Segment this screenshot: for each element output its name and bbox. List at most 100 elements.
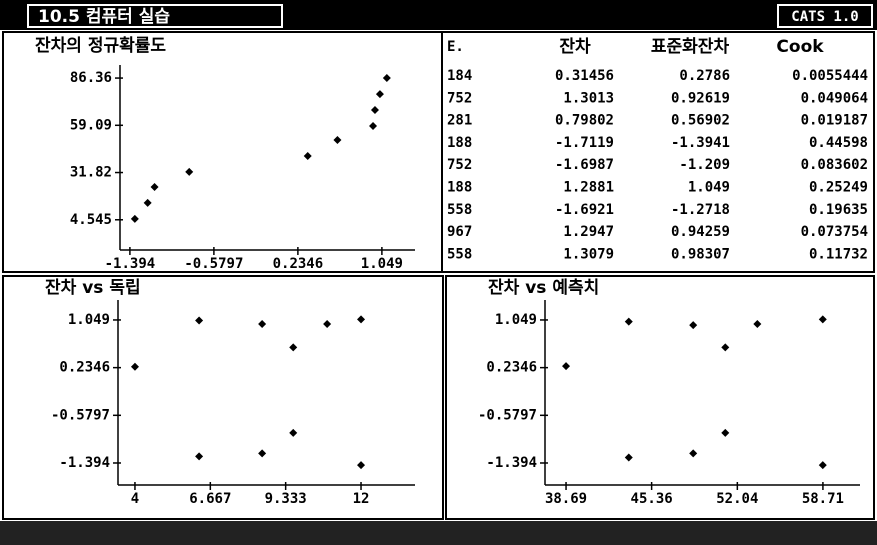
- bottom-left-panel: [2, 275, 444, 520]
- x-tick-label: 45.36: [631, 491, 673, 507]
- point: [195, 452, 204, 461]
- point: [818, 315, 827, 324]
- table-cell: 1.3013: [563, 90, 614, 106]
- table-cell: 0.79802: [555, 113, 614, 129]
- y-tick-label: 0.2346: [59, 360, 110, 376]
- x-tick-label: 52.04: [716, 491, 758, 507]
- table-cell: -1.3941: [671, 135, 730, 151]
- column-header: 잔차: [559, 37, 591, 57]
- point: [323, 320, 332, 329]
- chart-title: 잔차 vs 예측치: [488, 278, 599, 298]
- y-tick-label: 4.545: [70, 212, 112, 228]
- table-cell: 0.56902: [671, 113, 730, 129]
- point: [357, 461, 366, 470]
- table-cell: 0.25249: [809, 180, 868, 196]
- chart-title: 잔차의 정규확률도: [35, 36, 166, 56]
- y-tick-label: 1.049: [68, 312, 110, 328]
- point: [562, 362, 571, 371]
- point: [624, 317, 633, 326]
- x-tick-label: 12: [353, 491, 370, 507]
- table-cell: -1.6921: [555, 202, 614, 218]
- table-cell: 188: [447, 180, 472, 196]
- top-panel: [2, 31, 875, 273]
- table-cell: 281: [447, 113, 472, 129]
- column-header: Cook: [776, 37, 824, 57]
- point: [130, 214, 139, 223]
- point: [357, 315, 366, 324]
- y-tick-label: 1.049: [495, 312, 537, 328]
- point: [382, 73, 391, 82]
- status-bar: [0, 521, 877, 545]
- table-cell: -1.2718: [671, 202, 730, 218]
- table-cell: 967: [447, 224, 472, 240]
- table-cell: 0.94259: [671, 224, 730, 240]
- point: [258, 449, 267, 458]
- table-cell: 0.083602: [801, 157, 868, 173]
- table-cell: 184: [447, 68, 472, 84]
- table-cell: 0.92619: [671, 90, 730, 106]
- y-tick-label: 0.2346: [486, 360, 537, 376]
- table-cell: 0.2786: [679, 68, 730, 84]
- point: [185, 167, 194, 176]
- y-tick-label: -1.394: [59, 455, 110, 471]
- x-tick-label: 38.69: [545, 491, 587, 507]
- table-cell: 0.019187: [801, 113, 868, 129]
- point: [289, 428, 298, 437]
- table-cell: 1.049: [688, 180, 730, 196]
- x-tick-label: 4: [131, 491, 139, 507]
- table-cell: 0.049064: [801, 90, 868, 106]
- table-cell: 1.2881: [563, 180, 614, 196]
- y-tick-label: 31.82: [70, 165, 112, 181]
- point: [333, 136, 342, 145]
- table-cell: 752: [447, 90, 472, 106]
- table-cell: 0.98307: [671, 246, 730, 262]
- x-tick-label: -0.5797: [184, 256, 243, 272]
- table-cell: 752: [447, 157, 472, 173]
- version: CATS 1.0: [791, 9, 858, 25]
- point: [369, 121, 378, 130]
- point: [289, 343, 298, 352]
- x-tick-label: 0.2346: [273, 256, 324, 272]
- x-tick-label: 6.667: [189, 491, 231, 507]
- app-title: 10.5 컴퓨터 실습: [38, 6, 170, 27]
- y-tick-label: 86.36: [70, 70, 112, 86]
- x-tick-label: 1.049: [361, 256, 403, 272]
- point: [375, 90, 384, 99]
- table-cell: 0.11732: [809, 246, 868, 262]
- point: [370, 106, 379, 115]
- table-cell: 0.073754: [801, 224, 868, 240]
- y-tick-label: -0.5797: [478, 407, 537, 423]
- point: [150, 182, 159, 191]
- chart-title: 잔차 vs 독립: [45, 278, 141, 298]
- point: [721, 343, 730, 352]
- point: [143, 198, 152, 207]
- point: [689, 321, 698, 330]
- point: [818, 461, 827, 470]
- table-cell: 0.19635: [809, 202, 868, 218]
- table-cell: 1.3079: [563, 246, 614, 262]
- table-cell: -1.209: [679, 157, 730, 173]
- point: [721, 428, 730, 437]
- table-cell: -1.7119: [555, 135, 614, 151]
- bottom-right-panel: [445, 275, 875, 520]
- table-cell: 1.2947: [563, 224, 614, 240]
- x-tick-label: 9.333: [265, 491, 307, 507]
- y-tick-label: -1.394: [486, 455, 537, 471]
- version-box: [777, 4, 873, 28]
- table-cell: 558: [447, 246, 472, 262]
- y-tick-label: 59.09: [70, 117, 112, 133]
- table-cell: 0.31456: [555, 68, 614, 84]
- point: [753, 320, 762, 329]
- table-cell: 188: [447, 135, 472, 151]
- table-cell: 0.44598: [809, 135, 868, 151]
- table-cell: 558: [447, 202, 472, 218]
- point: [624, 453, 633, 462]
- point: [130, 362, 139, 371]
- x-tick-label: -1.394: [105, 256, 156, 272]
- column-header: E.: [447, 39, 464, 55]
- point: [689, 449, 698, 458]
- x-tick-label: 58.71: [802, 491, 844, 507]
- column-header: 표준화잔차: [651, 37, 730, 57]
